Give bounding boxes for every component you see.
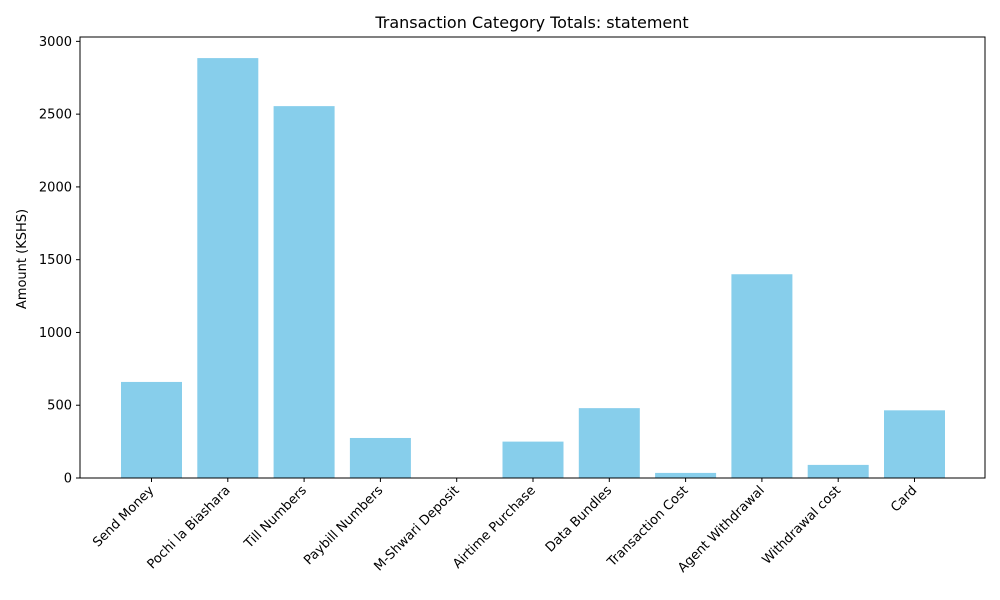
bar-till-numbers xyxy=(273,106,335,478)
bar-pochi-la-biashara xyxy=(197,58,259,478)
x-tick-label: Paybill Numbers xyxy=(301,483,386,568)
bar-withdrawal-cost xyxy=(807,464,869,478)
x-tick-label: Till Numbers xyxy=(241,483,310,552)
x-tick-label: Data Bundles xyxy=(543,483,615,555)
chart-title: Transaction Category Totals: statement xyxy=(374,13,688,32)
y-tick-label: 1000 xyxy=(39,326,72,341)
x-tick-label: Card xyxy=(888,483,920,515)
bar-paybill-numbers xyxy=(349,437,411,478)
y-axis-label: Amount (KSHS) xyxy=(15,209,30,309)
bar-transaction-cost xyxy=(655,472,717,478)
bars-group xyxy=(121,58,945,478)
bar-agent-withdrawal xyxy=(731,274,793,478)
bar-send-money xyxy=(121,381,182,478)
y-tick-label: 2500 xyxy=(39,108,72,123)
x-tick-label: Pochi la Biashara xyxy=(145,483,234,572)
y-tick-label: 2000 xyxy=(39,180,72,195)
bar-card xyxy=(884,410,945,478)
x-tick-label: M-Shwari Deposit xyxy=(371,483,462,574)
plot-frame xyxy=(79,36,986,479)
bar-data-bundles xyxy=(578,408,640,478)
y-tick-label: 0 xyxy=(64,472,72,487)
x-tick-label: Send Money xyxy=(90,483,157,550)
y-tick-label: 3000 xyxy=(39,35,72,50)
bar-airtime-purchase xyxy=(502,441,564,478)
y-axis-ticks: 0 500 1000 1500 2000 2500 3000 xyxy=(39,35,80,487)
y-tick-label: 1500 xyxy=(39,253,72,268)
x-tick-label: Airtime Purchase xyxy=(450,483,539,572)
x-tick-label: Withdrawal cost xyxy=(760,483,844,567)
x-tick-label: Agent Withdrawal xyxy=(675,483,768,576)
x-tick-label: Transaction Cost xyxy=(604,483,691,570)
y-tick-label: 500 xyxy=(47,399,72,414)
